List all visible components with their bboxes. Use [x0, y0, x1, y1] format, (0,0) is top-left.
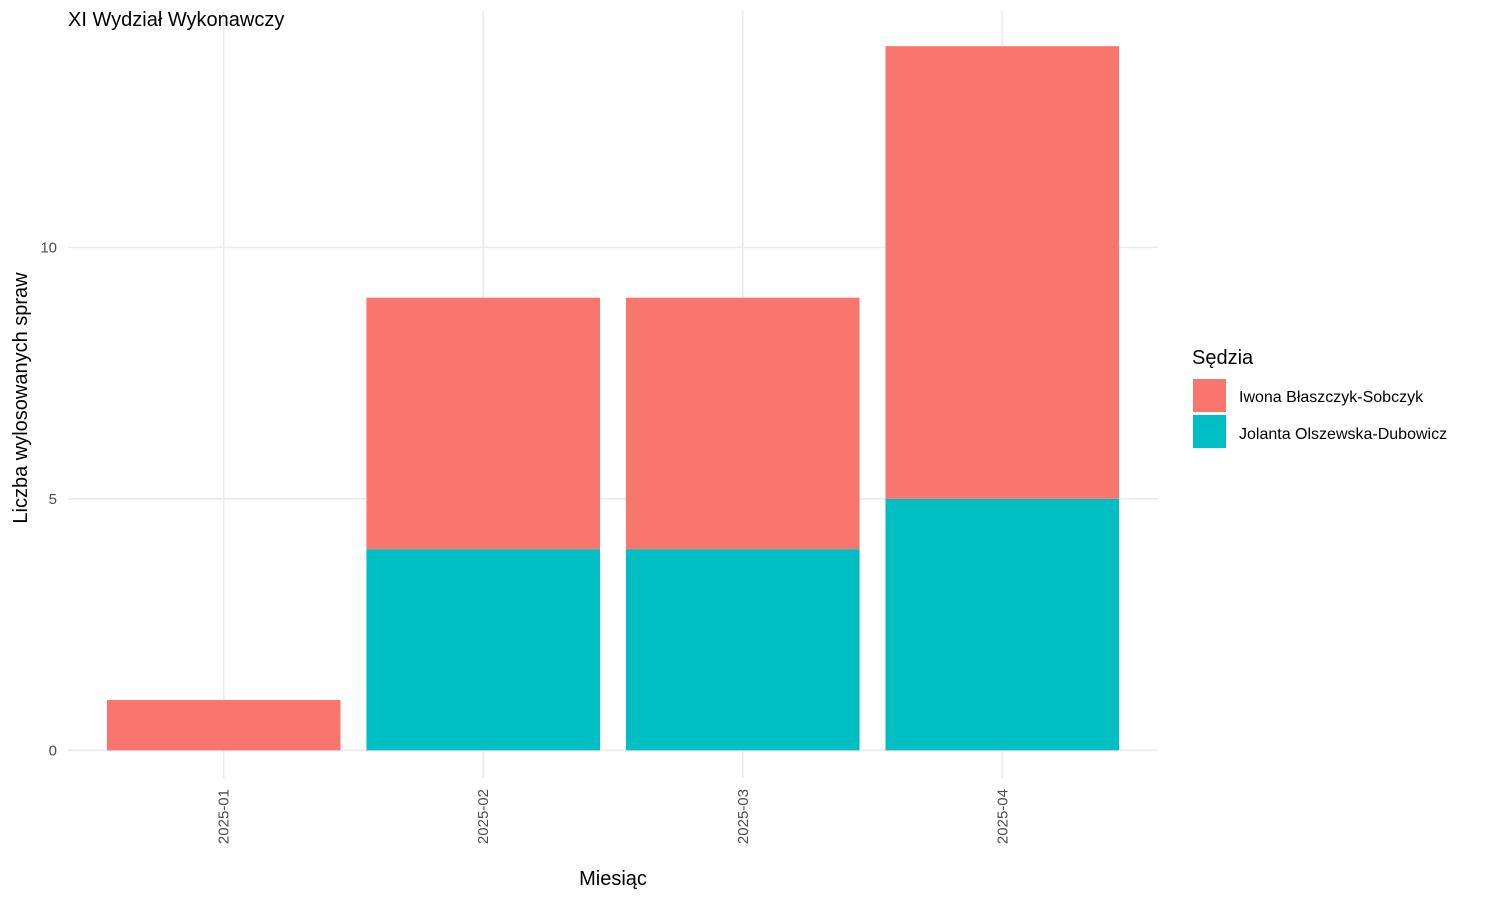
legend-title: Sędzia [1192, 347, 1254, 369]
x-axis-ticks: 2025-01 2025-02 2025-03 2025-04 [216, 789, 1012, 844]
bar-segment [625, 549, 860, 751]
legend: Sędzia Iwona Błaszczyk-Sobczyk Jolanta O… [1192, 347, 1447, 448]
x-tick-label: 2025-01 [216, 789, 233, 844]
bar-segment [366, 549, 601, 751]
x-tick-label: 2025-04 [994, 789, 1011, 844]
chart-title: XI Wydział Wykonawczy [68, 9, 284, 31]
bars-layer [106, 46, 1120, 751]
y-tick-label: 10 [40, 239, 57, 256]
bar-segment [106, 700, 341, 751]
legend-swatch-iwona [1193, 379, 1226, 412]
bar-segment [885, 46, 1120, 499]
x-tick-label: 2025-03 [735, 789, 752, 844]
x-axis-title: Miesiąc [579, 868, 647, 890]
legend-label-jolanta: Jolanta Olszewska-Dubowicz [1239, 426, 1447, 443]
legend-label-iwona: Iwona Błaszczyk-Sobczyk [1239, 389, 1424, 406]
y-tick-label: 0 [49, 742, 57, 759]
y-tick-label: 5 [49, 491, 57, 508]
bar-segment [625, 297, 860, 550]
y-axis-title: Liczba wylosowanych spraw [10, 272, 32, 524]
legend-swatch-jolanta [1193, 415, 1226, 448]
bar-segment [366, 297, 601, 550]
y-axis-ticks: 0 5 10 [40, 239, 57, 759]
x-tick-label: 2025-02 [475, 789, 492, 844]
bar-segment [885, 498, 1120, 751]
